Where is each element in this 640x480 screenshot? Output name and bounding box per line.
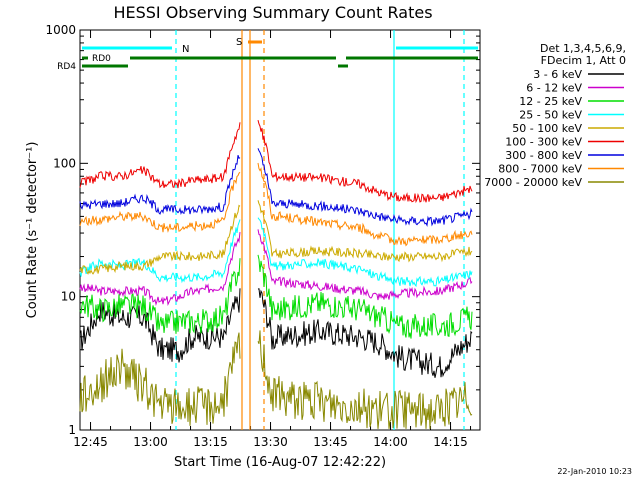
series-line <box>79 219 241 284</box>
legend-label: 25 - 50 keV <box>519 109 582 122</box>
series-line <box>257 229 473 301</box>
series-line <box>257 288 473 378</box>
series-line <box>79 332 241 426</box>
series-line <box>257 254 473 339</box>
legend-label: 6 - 12 keV <box>526 82 582 95</box>
y-tick-label: 1000 <box>45 23 76 37</box>
series-line <box>257 330 473 429</box>
y-axis-label: Count Rate (s⁻¹ detector⁻¹) <box>25 142 40 319</box>
x-tick-label: 13:15 <box>193 435 228 449</box>
y-tick-label: 10 <box>61 290 76 304</box>
series-line <box>79 204 241 275</box>
night-flag-label: N <box>182 44 189 55</box>
x-tick-label: 13:30 <box>253 435 288 449</box>
legend-label: 12 - 25 keV <box>519 95 582 108</box>
x-axis-label: Start Time (16-Aug-07 12:42:22) <box>174 455 386 470</box>
rd0-flag-label: RD0 <box>92 54 111 64</box>
series-line <box>79 155 241 215</box>
x-tick-label: 13:45 <box>313 435 348 449</box>
series-line <box>257 200 473 263</box>
x-tick-label: 14:15 <box>433 435 468 449</box>
legend-label: 3 - 6 keV <box>533 68 582 81</box>
saa-flag-label: S <box>236 37 242 48</box>
y-tick-label: 1 <box>68 423 76 437</box>
series-line <box>79 171 241 233</box>
legend-header-line-1: Det 1,3,4,5,6,9, <box>540 42 626 55</box>
x-tick-label: 12:45 <box>73 435 108 449</box>
x-tick-label: 13:00 <box>133 435 168 449</box>
series-line <box>257 217 473 288</box>
series-line <box>79 288 241 363</box>
legend-header-line-2: FDecim 1, Att 0 <box>541 54 626 67</box>
chart-title: HESSI Observing Summary Count Rates <box>113 3 432 22</box>
series-line <box>257 119 473 204</box>
x-tick-label: 14:00 <box>373 435 408 449</box>
rd4-flag-label: RD4 <box>57 62 76 72</box>
plot-area: 1 10 100 1000 12:45 13:00 13:15 13:30 13:45 14:00… <box>45 23 481 449</box>
series-line <box>79 122 241 189</box>
legend-label: 50 - 100 keV <box>512 122 582 135</box>
legend-label: 800 - 7000 keV <box>498 163 582 176</box>
series-line <box>79 258 241 334</box>
series-line <box>257 162 473 247</box>
series-line <box>79 232 241 306</box>
y-tick-label: 100 <box>53 156 76 170</box>
legend-label: 100 - 300 keV <box>505 136 582 149</box>
series-line <box>257 148 473 227</box>
legend-label: 7000 - 20000 keV <box>484 176 582 189</box>
legend-label: 300 - 800 keV <box>505 149 582 162</box>
footer-date: 22-Jan-2010 10:23 <box>557 467 632 476</box>
plot-frame <box>79 29 481 431</box>
